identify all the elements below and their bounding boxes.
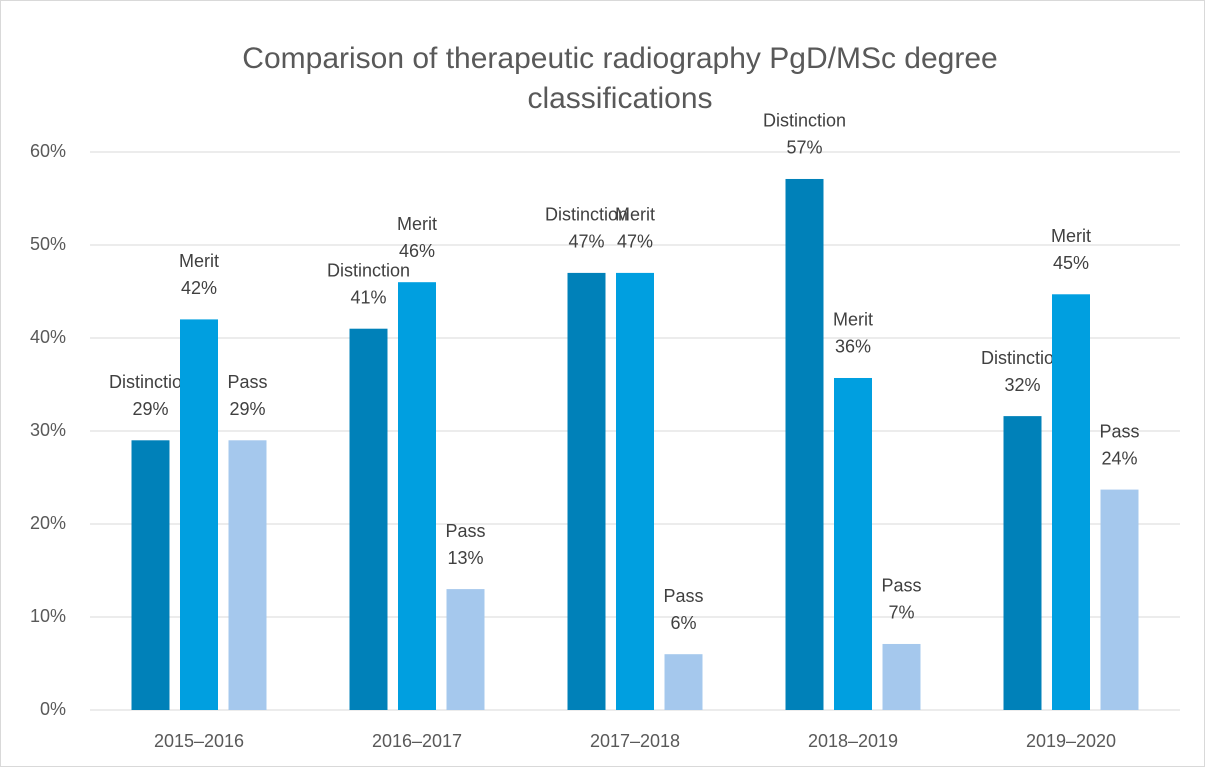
- data-label-name: Merit: [1051, 226, 1091, 246]
- x-tick-label: 2017–2018: [590, 731, 680, 751]
- y-tick-label: 10%: [30, 606, 66, 626]
- data-label-name: Pass: [881, 576, 921, 596]
- data-label-name: Merit: [179, 251, 219, 271]
- x-tick-label: 2015–2016: [154, 731, 244, 751]
- data-label: 46%: [399, 241, 435, 261]
- data-label-name: Distinction: [109, 372, 192, 392]
- bar: [398, 282, 436, 710]
- data-label-name: Distinction: [763, 111, 846, 131]
- data-label: 6%: [670, 613, 696, 633]
- chart-title: Comparison of therapeutic radiography Pg…: [242, 42, 997, 75]
- data-label-name: Merit: [833, 310, 873, 330]
- y-tick-label: 20%: [30, 513, 66, 533]
- y-tick-label: 50%: [30, 234, 66, 254]
- x-tick-label: 2019–2020: [1026, 731, 1116, 751]
- bar: [616, 272, 654, 710]
- data-label: 36%: [835, 337, 871, 357]
- data-label: 32%: [1004, 375, 1040, 395]
- bar: [664, 654, 703, 710]
- bar: [567, 272, 606, 710]
- bar: [1100, 489, 1139, 710]
- data-label: 45%: [1053, 253, 1089, 273]
- bar: [180, 319, 218, 710]
- data-label: 29%: [132, 399, 168, 419]
- data-label-name: Merit: [615, 205, 655, 225]
- bar: [446, 589, 485, 710]
- data-label: 7%: [888, 603, 914, 623]
- x-tick-label: 2016–2017: [372, 731, 462, 751]
- y-tick-label: 30%: [30, 420, 66, 440]
- bar: [349, 328, 388, 710]
- data-label-name: Distinction: [545, 205, 628, 225]
- data-label: 47%: [568, 232, 604, 252]
- data-label: 57%: [786, 138, 822, 158]
- data-label: 47%: [617, 232, 653, 252]
- chart-title: classifications: [527, 82, 712, 115]
- y-tick-label: 60%: [30, 141, 66, 161]
- data-label: 13%: [447, 548, 483, 568]
- data-label-name: Pass: [1099, 421, 1139, 441]
- y-tick-label: 40%: [30, 327, 66, 347]
- data-label-name: Distinction: [327, 260, 410, 280]
- data-label-name: Pass: [445, 521, 485, 541]
- bar: [785, 178, 824, 711]
- x-tick-label: 2018–2019: [808, 731, 898, 751]
- data-label-name: Pass: [663, 586, 703, 606]
- bar: [131, 440, 170, 710]
- data-label-name: Distinction: [981, 348, 1064, 368]
- data-label: 24%: [1101, 448, 1137, 468]
- data-label: 29%: [229, 399, 265, 419]
- bar: [1003, 416, 1042, 710]
- data-label: 42%: [181, 278, 217, 298]
- data-label: 41%: [350, 287, 386, 307]
- bar: [834, 377, 872, 710]
- data-label-name: Pass: [227, 372, 267, 392]
- bar: [1052, 294, 1090, 710]
- data-label-name: Merit: [397, 214, 437, 234]
- bar: [882, 643, 921, 710]
- y-tick-label: 0%: [40, 699, 66, 719]
- bar: [228, 440, 267, 710]
